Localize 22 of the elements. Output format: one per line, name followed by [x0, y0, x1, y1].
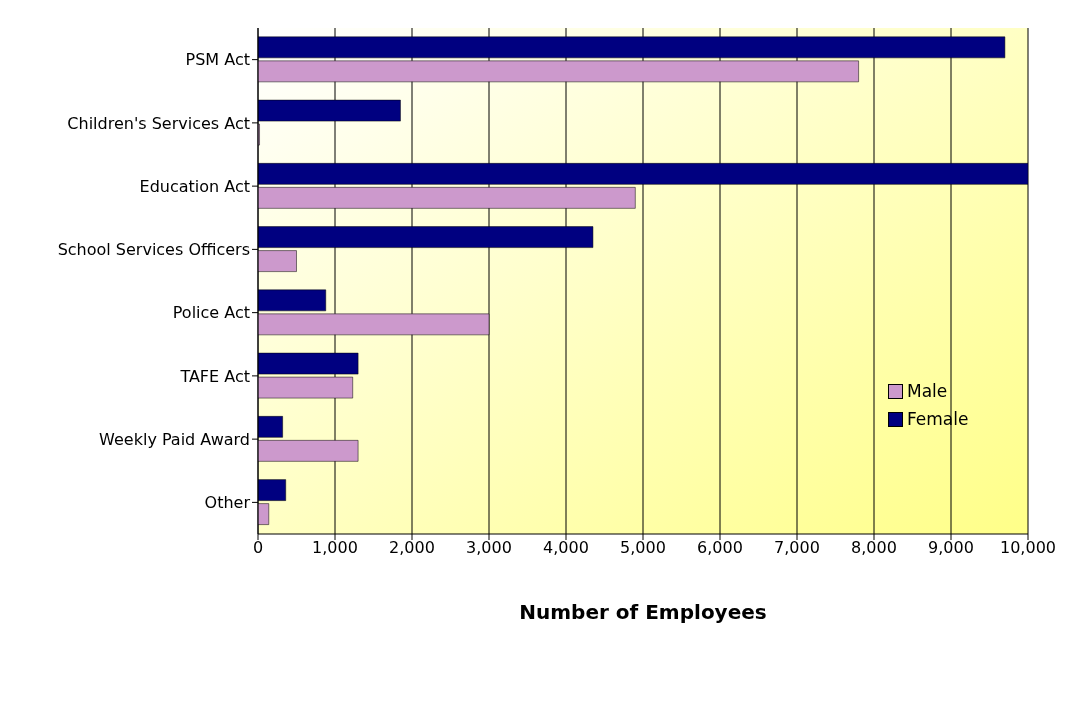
x-tick-label: 9,000: [928, 538, 974, 558]
y-tick-label: Education Act: [139, 176, 250, 196]
y-tick-label: Other: [204, 493, 251, 513]
x-tick-label: 8,000: [851, 538, 897, 558]
y-tick-label: Children's Services Act: [67, 113, 250, 133]
x-tick-label: 3,000: [466, 538, 512, 558]
x-tick-label: 1,000: [312, 538, 358, 558]
x-tick-label: 10,000: [1000, 538, 1056, 558]
x-tick-label: 6,000: [697, 538, 743, 558]
x-tick-label: 4,000: [543, 538, 589, 558]
y-tick-label: School Services Officers: [57, 240, 250, 260]
x-tick-label: 0: [252, 538, 264, 558]
x-tick-label: 5,000: [620, 538, 666, 558]
y-tick-label: PSM Act: [185, 50, 250, 70]
y-tick-label: TAFE Act: [179, 366, 250, 386]
legend-label: Male: [907, 381, 948, 401]
y-tick-label: Police Act: [172, 303, 250, 323]
x-tick-label: 7,000: [774, 538, 820, 558]
x-tick-label: 2,000: [389, 538, 435, 558]
legend-label: Female: [907, 409, 969, 429]
y-tick-label: Weekly Paid Award: [99, 429, 250, 449]
x-axis-title: Number of Employees: [519, 600, 767, 624]
